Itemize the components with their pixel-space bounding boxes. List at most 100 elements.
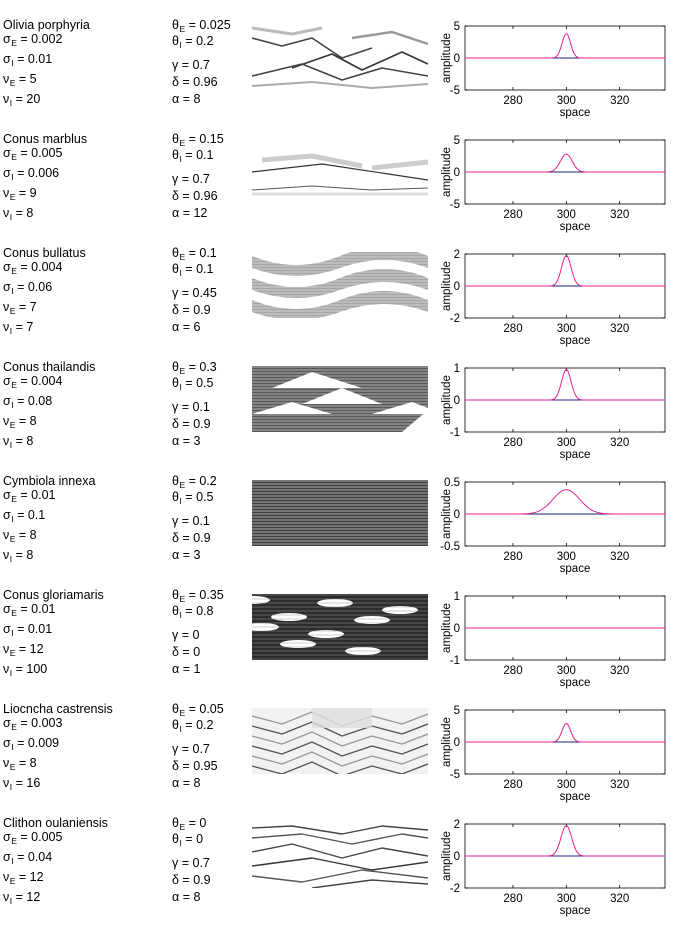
shell-pattern-image bbox=[252, 825, 428, 888]
theta-i-label: θI = 0.1 bbox=[172, 148, 214, 164]
gamma-label: γ = 0.1 bbox=[172, 514, 210, 528]
nu-e-label: νE = 7 bbox=[3, 300, 37, 316]
gamma-label: γ = 0.1 bbox=[172, 400, 210, 414]
amplitude-chart: 1 0 -1 280 300 320 space amplitude bbox=[441, 591, 666, 689]
shell-pattern-image bbox=[252, 153, 428, 196]
amplitude-chart: 5 0 -5 280 300 320 space amplitude bbox=[441, 135, 666, 233]
alpha-value: 1 bbox=[193, 662, 201, 676]
species-name: Cymbiola innexa bbox=[3, 474, 96, 488]
amplitude-chart: 5 0 -5 280 300 320 space amplitude bbox=[441, 21, 666, 119]
sigma-e-label: σE = 0.003 bbox=[3, 716, 63, 732]
y-tick-label: 0 bbox=[454, 167, 460, 179]
nu-i-value: 7 bbox=[26, 320, 34, 334]
amplitude-chart: 5 0 -5 280 300 320 space amplitude bbox=[441, 705, 666, 803]
nu-e-value: 8 bbox=[29, 528, 37, 542]
theta-e-label: θE = 0.3 bbox=[172, 360, 217, 376]
sigma-e-value: 0.003 bbox=[31, 716, 63, 730]
y-tick-label: 0 bbox=[454, 509, 460, 521]
nu-i-label: νI = 16 bbox=[3, 776, 41, 792]
amplitude-series bbox=[465, 255, 665, 287]
x-tick-label: 300 bbox=[557, 323, 576, 335]
sigma-e-label: σE = 0.004 bbox=[3, 374, 63, 390]
pattern-texture bbox=[252, 366, 428, 432]
alpha-label: α = 3 bbox=[172, 548, 201, 562]
y-tick-label: -5 bbox=[450, 85, 460, 97]
sigma-e-value: 0.005 bbox=[31, 830, 63, 844]
y-tick-label: 1 bbox=[454, 363, 460, 375]
delta-value: 0 bbox=[193, 645, 201, 659]
sigma-i-label: σI = 0.01 bbox=[3, 622, 53, 638]
y-tick-label: 5 bbox=[454, 135, 460, 147]
sigma-i-value: 0.04 bbox=[27, 850, 53, 864]
sigma-i-label: σI = 0.04 bbox=[3, 850, 53, 866]
nu-i-label: νI = 100 bbox=[3, 662, 48, 678]
theta-e-label: θE = 0.2 bbox=[172, 474, 217, 490]
sigma-e-label: σE = 0.01 bbox=[3, 488, 56, 504]
x-tick-label: 300 bbox=[557, 551, 576, 563]
theta-e-value: 0.05 bbox=[199, 702, 224, 716]
theta-i-value: 0.5 bbox=[196, 490, 214, 504]
sigma-e-label: σE = 0.002 bbox=[3, 32, 63, 48]
x-axis-label: space bbox=[560, 107, 591, 119]
sigma-e-value: 0.004 bbox=[31, 374, 63, 388]
sigma-e-label: σE = 0.01 bbox=[3, 602, 56, 618]
nu-i-value: 8 bbox=[26, 206, 34, 220]
x-tick-label: 320 bbox=[610, 437, 629, 449]
gamma-value: 0 bbox=[192, 628, 200, 642]
y-axis-label: amplitude bbox=[441, 147, 453, 197]
alpha-label: α = 1 bbox=[172, 662, 201, 676]
sigma-i-value: 0.01 bbox=[27, 52, 53, 66]
y-tick-label: 0 bbox=[454, 53, 460, 65]
y-tick-label: -2 bbox=[450, 883, 460, 895]
x-tick-label: 300 bbox=[557, 95, 576, 107]
nu-e-value: 12 bbox=[29, 642, 44, 656]
nu-e-value: 5 bbox=[29, 72, 37, 86]
nu-i-label: νI = 12 bbox=[3, 890, 41, 906]
x-tick-label: 320 bbox=[610, 551, 629, 563]
y-tick-label: -2 bbox=[450, 313, 460, 325]
sigma-e-value: 0.004 bbox=[31, 260, 63, 274]
nu-e-label: νE = 8 bbox=[3, 756, 37, 772]
x-axis-label: space bbox=[560, 221, 591, 233]
delta-label: δ = 0 bbox=[172, 645, 201, 659]
theta-i-value: 0 bbox=[196, 832, 204, 846]
nu-i-value: 8 bbox=[26, 434, 34, 448]
y-tick-label: -0.5 bbox=[440, 541, 460, 553]
alpha-label: α = 8 bbox=[172, 92, 201, 106]
amplitude-series bbox=[465, 722, 665, 743]
shell-panel: Liocncha castrensis σE = 0.003 σI = 0.00… bbox=[0, 702, 682, 821]
sigma-i-value: 0.06 bbox=[27, 280, 53, 294]
sigma-e-value: 0.01 bbox=[31, 602, 56, 616]
x-tick-label: 280 bbox=[503, 323, 522, 335]
species-name: Conus thailandis bbox=[3, 360, 96, 374]
x-tick-label: 280 bbox=[503, 665, 522, 677]
x-axis-label: space bbox=[560, 335, 591, 347]
x-tick-label: 300 bbox=[557, 779, 576, 791]
sigma-i-value: 0.009 bbox=[27, 736, 60, 750]
x-tick-label: 320 bbox=[610, 323, 629, 335]
amplitude-chart: 2 0 -2 280 300 320 space amplitude bbox=[441, 249, 666, 347]
delta-label: δ = 0.96 bbox=[172, 75, 218, 89]
delta-value: 0.96 bbox=[193, 189, 218, 203]
sigma-i-value: 0.006 bbox=[27, 166, 60, 180]
alpha-label: α = 12 bbox=[172, 206, 208, 220]
amplitude-chart: 0.5 0 -0.5 280 300 320 space amplitude bbox=[440, 477, 666, 575]
shell-panel: Olivia porphyria σE = 0.002 σI = 0.01 νE… bbox=[0, 18, 682, 137]
y-tick-label: -5 bbox=[450, 199, 460, 211]
x-tick-label: 320 bbox=[610, 893, 629, 905]
amplitude-chart: 1 0 -1 280 300 320 space amplitude bbox=[441, 363, 666, 461]
sigma-i-label: σI = 0.08 bbox=[3, 394, 53, 410]
theta-e-value: 0.2 bbox=[199, 474, 217, 488]
delta-label: δ = 0.9 bbox=[172, 303, 211, 317]
species-name: Conus gloriamaris bbox=[3, 588, 104, 602]
amplitude-chart: 2 0 -2 280 300 320 space amplitude bbox=[441, 819, 666, 917]
x-tick-label: 300 bbox=[557, 209, 576, 221]
theta-i-value: 0.5 bbox=[196, 376, 214, 390]
alpha-value: 8 bbox=[193, 890, 201, 904]
species-name: Olivia porphyria bbox=[3, 18, 90, 32]
theta-e-value: 0.025 bbox=[199, 18, 231, 32]
theta-i-value: 0.1 bbox=[196, 262, 214, 276]
x-tick-label: 280 bbox=[503, 551, 522, 563]
delta-value: 0.96 bbox=[193, 75, 218, 89]
gamma-value: 0.7 bbox=[192, 742, 210, 756]
